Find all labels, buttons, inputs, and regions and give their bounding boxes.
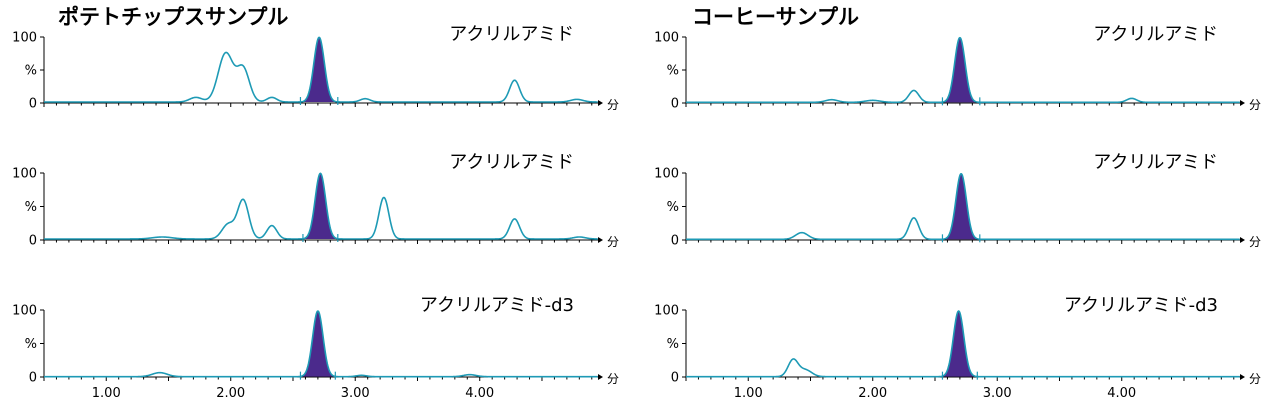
x-tick-label: 2.00 [858, 386, 887, 401]
y-tick-label: % [667, 337, 679, 352]
y-tick-label: 0 [29, 371, 37, 386]
chromatogram-trace [43, 172, 599, 240]
integrated-peak-area [300, 37, 338, 103]
y-tick-label: 100 [654, 167, 679, 182]
y-tick-label: 0 [29, 234, 37, 249]
chromatogram-trace [43, 36, 599, 103]
y-tick-label: % [667, 200, 679, 215]
y-tick-label: 100 [654, 304, 679, 319]
y-tick-label: 0 [671, 234, 679, 249]
y-tick-label: 100 [12, 304, 37, 319]
y-tick-label: % [25, 64, 37, 79]
x-tick-label: 3.00 [341, 386, 370, 401]
y-tick-label: % [25, 200, 37, 215]
x-axis-arrow [1240, 100, 1245, 106]
compound-label: アクリルアミド [1093, 152, 1218, 173]
chromatogram-panel: アクリルアミド-d3 100% 0 分 1.00 2.00 3.00 4.00 [12, 295, 619, 401]
x-tick-label: 4.00 [1107, 386, 1136, 401]
x-axis-arrow [1240, 237, 1245, 243]
x-tick-label: 3.00 [983, 386, 1012, 401]
compound-label: アクリルアミド [1093, 24, 1218, 45]
x-axis-arrow [598, 237, 603, 243]
x-unit-label: 分 [607, 98, 619, 112]
compound-label: アクリルアミド-d3 [420, 295, 574, 316]
chromatogram-panel: アクリルアミド 100% 0 分 [12, 24, 619, 112]
chromatogram-panel: アクリルアミド 100% 0 分 [654, 24, 1261, 112]
integrated-peak-area [942, 173, 980, 240]
chromatogram-panel: アクリルアミド 100% 0 分 [654, 152, 1261, 249]
x-tick-label: 1.00 [92, 386, 121, 401]
x-axis-arrow [1240, 374, 1245, 380]
y-tick-label: 100 [12, 31, 37, 46]
x-unit-label: 分 [1249, 235, 1261, 249]
chromatogram-panel: アクリルアミド-d3 100% 0 分 1.00 2.00 3.00 4.00 [654, 295, 1261, 401]
column-title: コーヒーサンプル [692, 5, 859, 29]
x-unit-label: 分 [1249, 98, 1261, 112]
y-tick-label: 0 [671, 97, 679, 112]
y-tick-label: 100 [654, 31, 679, 46]
y-tick-label: % [667, 64, 679, 79]
x-unit-label: 分 [1249, 372, 1261, 386]
compound-label: アクリルアミド [449, 24, 574, 45]
y-tick-label: 0 [671, 371, 679, 386]
x-tick-label: 4.00 [465, 386, 494, 401]
chromatogram-trace [685, 310, 1241, 378]
compound-label: アクリルアミド [449, 152, 574, 173]
x-tick-label: 1.00 [734, 386, 763, 401]
x-axis-arrow [598, 374, 603, 380]
chromatogram-trace [685, 36, 1241, 104]
integrated-peak-area [302, 173, 338, 239]
x-tick-label: 2.00 [216, 386, 245, 401]
chromatogram-panel: アクリルアミド 100% 0 分 [12, 152, 619, 249]
chromatogram-trace [685, 172, 1241, 241]
y-tick-label: 0 [29, 97, 37, 112]
integrated-peak-area [300, 311, 336, 377]
integrated-peak-area [942, 37, 980, 103]
integrated-peak-area [942, 311, 978, 377]
x-unit-label: 分 [607, 235, 619, 249]
y-tick-label: % [25, 337, 37, 352]
x-unit-label: 分 [607, 372, 619, 386]
column-title: ポテトチップスサンプル [58, 5, 288, 29]
chromatogram-trace [43, 310, 599, 378]
y-tick-label: 100 [12, 167, 37, 182]
x-axis-arrow [598, 100, 603, 106]
compound-label: アクリルアミド-d3 [1064, 295, 1218, 316]
